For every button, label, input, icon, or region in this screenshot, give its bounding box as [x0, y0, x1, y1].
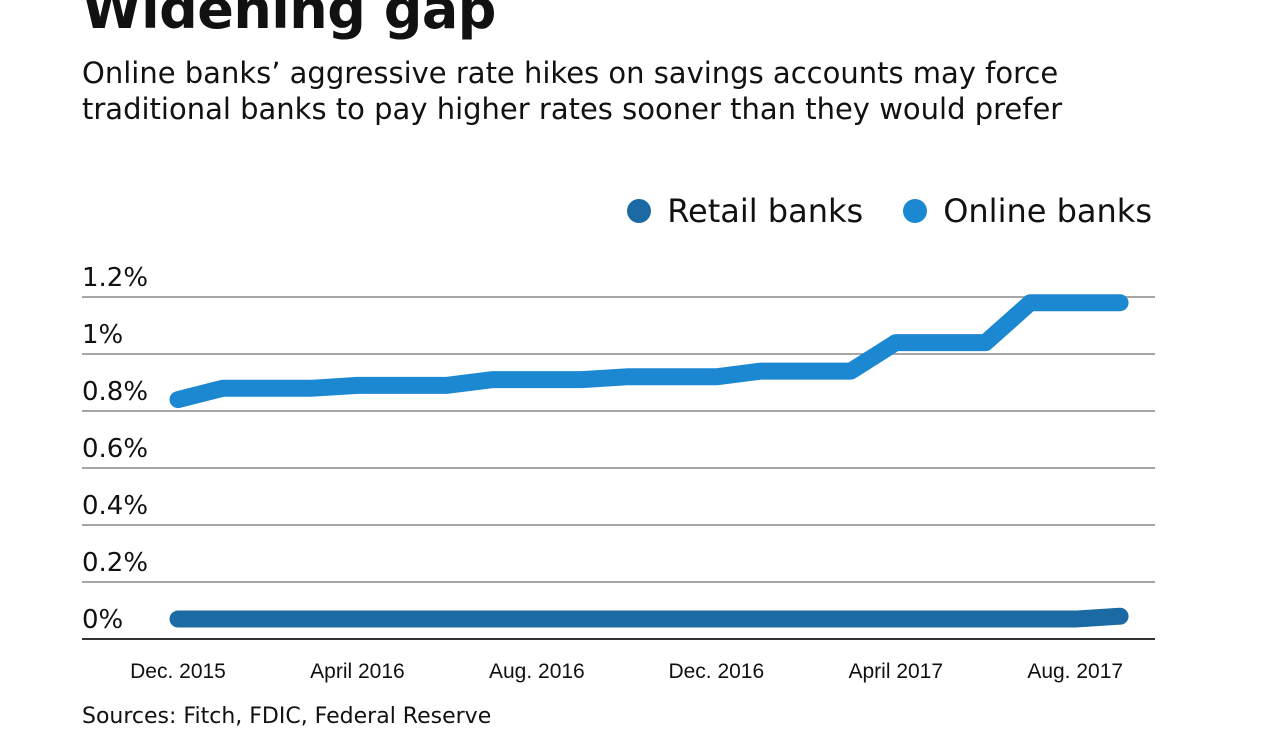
y-tick-label: 0.6%: [82, 434, 148, 464]
legend-swatch-retail: [627, 199, 652, 223]
y-tick-label: 0.2%: [82, 548, 148, 578]
legend-swatch-online: [903, 199, 928, 223]
chart-subtitle: Online banks’ aggressive rate hikes on s…: [82, 56, 1063, 126]
x-tick-label: Aug. 2016: [489, 660, 585, 683]
x-tick-label: April 2017: [848, 660, 943, 683]
chart-title: Widening gap: [82, 0, 496, 41]
x-tick-label: Dec. 2015: [130, 660, 226, 683]
legend-item-retail: Retail banks: [627, 192, 863, 230]
series-line-retail: [169, 607, 1129, 628]
y-tick-label: 0%: [82, 605, 123, 635]
source-note: Sources: Fitch, FDIC, Federal Reserve: [82, 704, 492, 729]
legend-item-online: Online banks: [903, 192, 1152, 230]
y-tick-label: 0.8%: [82, 377, 148, 407]
x-tick-label: Aug. 2017: [1027, 660, 1123, 683]
legend-label-online: Online banks: [943, 192, 1152, 230]
y-tick-label: 1%: [82, 320, 123, 350]
y-tick-label: 0.4%: [82, 491, 148, 521]
legend-label-retail: Retail banks: [667, 192, 864, 230]
legend: Retail banks Online banks: [627, 192, 1152, 230]
x-tick-label: Dec. 2016: [668, 660, 764, 683]
y-tick-label: 1.2%: [82, 263, 148, 293]
series-line-online: [169, 294, 1129, 409]
x-tick-label: April 2016: [310, 660, 405, 683]
